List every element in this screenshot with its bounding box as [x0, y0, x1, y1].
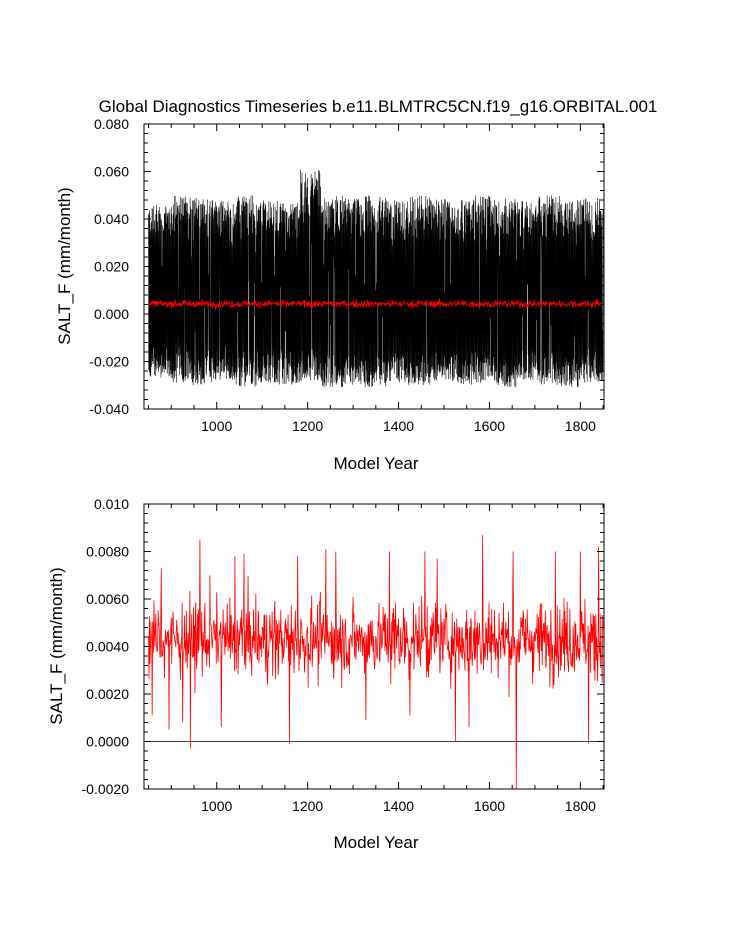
bottom-axes: 1000 1200 1400 1600 1800 -0.0020 0.0000 0.0020 0…	[82, 496, 605, 814]
x-tick-label: 1600	[474, 418, 505, 434]
y-tick-label: 0.0020	[86, 686, 129, 702]
top-plot-data	[148, 169, 604, 388]
y-tick-label: 0.0040	[86, 639, 129, 655]
figure-title: Global Diagnostics Timeseries b.e11.BLMT…	[99, 97, 658, 116]
x-tick-label: 1400	[383, 798, 414, 814]
x-tick-label: 1200	[292, 798, 323, 814]
x-tick-label: 1600	[474, 798, 505, 814]
series-annual-mean-line	[148, 534, 604, 789]
x-tick-label: 1800	[565, 418, 596, 434]
y-tick-label: 0.040	[94, 211, 129, 227]
x-tick-label: 1800	[565, 798, 596, 814]
top-y-axis-label: SALT_F (mm/month)	[55, 187, 74, 344]
y-tick-label: 0.080	[94, 116, 129, 132]
x-tick-label: 1200	[292, 418, 323, 434]
x-tick-label: 1000	[201, 798, 232, 814]
bottom-plot-data	[144, 534, 604, 789]
y-tick-label: -0.020	[89, 354, 129, 370]
top-panel: 1000 1200 1400 1600 1800 -0.040 -0.020 0.000 0.0…	[55, 116, 605, 473]
y-tick-label: -0.0020	[82, 781, 130, 797]
top-x-axis-label: Model Year	[333, 454, 418, 473]
y-tick-label: -0.040	[89, 401, 129, 417]
y-tick-label: 0.0080	[86, 544, 129, 560]
series-monthly-line	[148, 169, 604, 388]
y-tick-label: 0.0060	[86, 591, 129, 607]
bottom-y-axis-label: SALT_F (mm/month)	[47, 567, 66, 724]
series-annual-mean-line	[148, 298, 604, 310]
y-tick-label: 0.010	[94, 496, 129, 512]
bottom-x-axis-label: Model Year	[333, 833, 418, 852]
top-axes: 1000 1200 1400 1600 1800 -0.040 -0.020 0.000 0.0…	[89, 116, 605, 434]
y-tick-label: 0.020	[94, 259, 129, 275]
y-tick-label: 0.060	[94, 164, 129, 180]
y-tick-label: 0.0000	[86, 734, 129, 750]
x-tick-label: 1000	[201, 418, 232, 434]
bottom-panel: 1000 1200 1400 1600 1800 -0.0020 0.0000 0.0020 0…	[47, 496, 605, 852]
y-tick-label: 0.000	[94, 306, 129, 322]
x-tick-label: 1400	[383, 418, 414, 434]
